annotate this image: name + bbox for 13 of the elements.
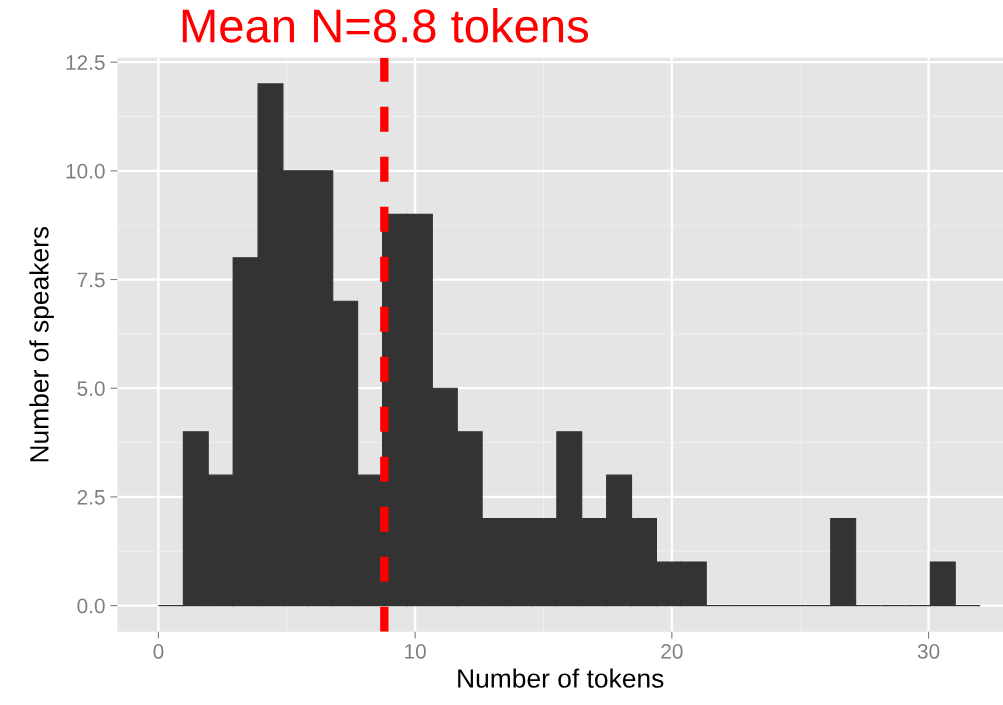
x-tick-label: 20 xyxy=(661,644,683,659)
y-axis-title: Number of speakers xyxy=(29,226,54,462)
y-tick-label: 10.0 xyxy=(66,163,105,179)
x-tick-label: 10 xyxy=(405,644,426,659)
y-tick-label: 0.0 xyxy=(77,598,105,614)
x-tick-label: 0 xyxy=(153,644,164,659)
x-axis-title: Number of tokens xyxy=(458,668,664,688)
y-tick-label: 7.5 xyxy=(77,272,105,288)
y-tick-label: 2.5 xyxy=(77,489,105,505)
y-tick-label: 12.5 xyxy=(66,55,105,70)
x-tick-label: 30 xyxy=(917,644,940,659)
y-tick-label: 5.0 xyxy=(77,381,105,396)
ref-line-label: Mean N=8.8 tokens xyxy=(182,8,589,43)
